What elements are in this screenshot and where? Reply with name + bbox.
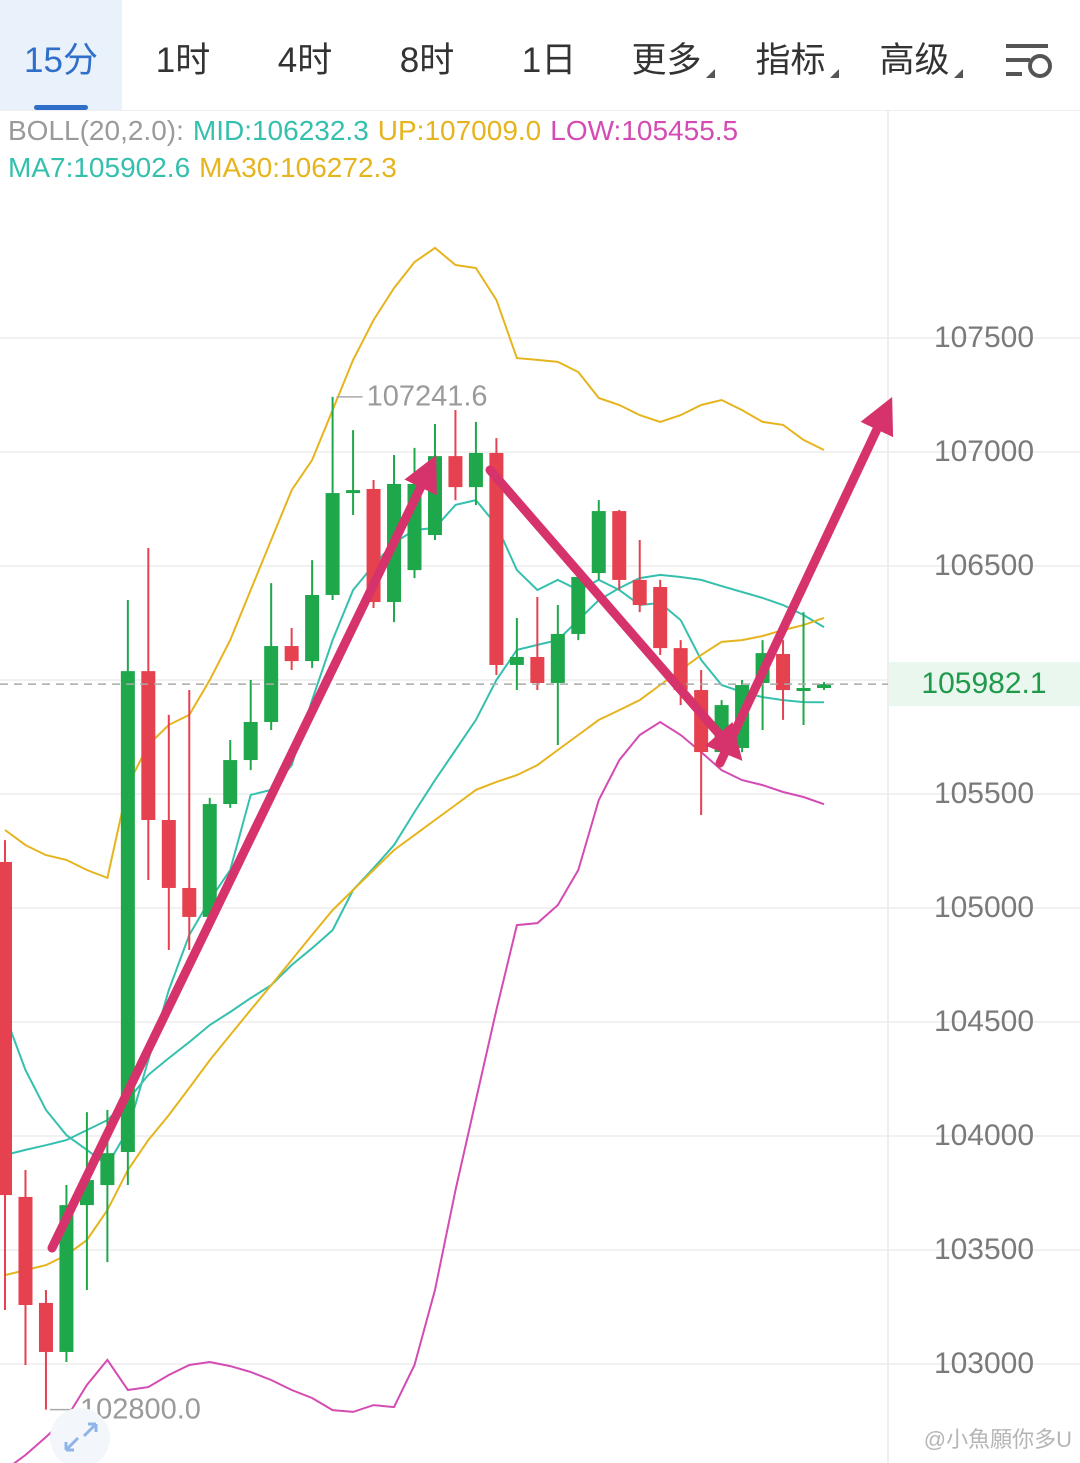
y-tick-label: 103000 [934,1347,1034,1380]
legend-name: MA7: [8,152,73,183]
candle-body [489,452,504,665]
y-tick-label: 104500 [934,1005,1034,1038]
candle-body [325,493,340,595]
candle-body [0,861,12,1196]
candle-body [120,671,135,1152]
y-tick-label: 105500 [934,777,1034,810]
arrow [47,455,437,1253]
candle-body [18,1196,33,1305]
candle-body [817,684,831,689]
legend-value: 106272.3 [280,152,397,183]
y-tick-label: 105000 [934,891,1034,924]
tab[interactable]: 更多 [612,0,734,110]
tab-label: 指标 [755,41,826,80]
candle-body [223,760,238,805]
tab-label: 1日 [521,41,577,80]
timeframe-tabs: 15分 1时 4时 8时 1日 更多 指标 高级 [0,0,1080,111]
tab-label: 4时 [277,41,333,80]
trend-arrows [47,396,894,1253]
settings-icon[interactable] [1006,44,1052,78]
candle-body [243,721,258,761]
y-tick-label: 103500 [934,1233,1034,1266]
legend-value: 107009.0 [424,115,541,146]
tab[interactable]: 8时 [366,0,488,110]
last-price-box [889,662,1080,707]
tab[interactable]: 1时 [122,0,244,110]
legend: BOLL(20,2.0): MID:106232.3 UP:107009.0 LOW:… [8,115,738,183]
legend-name: LOW: [550,115,621,146]
candle-body [776,654,791,691]
arrow [485,465,743,761]
legend-value: 105902.6 [73,152,190,183]
candle-body [796,688,811,692]
dropdown-caret [705,69,715,78]
active-underline [34,105,88,110]
dropdown-caret [829,69,839,78]
y-tick-label: 104000 [934,1119,1034,1152]
candle-body [550,633,565,683]
tab-label: 1时 [155,41,211,80]
candle-body [59,1205,74,1352]
candle-body [632,579,647,606]
tab-label: 高级 [879,41,950,80]
candle-body [653,586,668,649]
tab[interactable]: 指标 [736,0,858,110]
grid [0,337,1080,1366]
expand-icon [50,1408,110,1463]
tab-label: 15分 [24,41,98,80]
candle-body [612,511,627,580]
candle-body [182,887,197,917]
candle-body [38,1302,53,1352]
candle-body [448,456,463,488]
legend-row: BOLL(20,2.0): MID:106232.3 UP:107009.0 LOW:… [8,115,738,146]
candle-body [591,511,606,574]
annotation-label: 107241.6 [367,381,488,413]
tab-label: 8时 [399,41,455,80]
candle-body [305,594,320,662]
y-tick-label: 107000 [934,435,1034,468]
legend-value: 106232.3 [252,115,369,146]
tab-label: 更多 [631,41,702,80]
candle-body [202,804,217,917]
legend-name: MID: [193,115,252,146]
candle-body [571,576,586,634]
last-price-label: 105982.1 [921,667,1046,700]
y-tick-label: 107500 [934,321,1034,354]
legend-name: UP: [378,115,425,146]
tab[interactable]: 高级 [860,0,982,110]
candle-body [161,820,176,888]
indicator-line [12,720,825,1463]
tab[interactable]: 15分 [0,0,122,110]
legend-row: MA7:105902.6 MA30:106272.3 [8,152,397,183]
candle-body [468,452,483,488]
arrow [715,396,894,768]
legend-value: 105455.5 [621,115,738,146]
candle-body [509,656,524,665]
legend-name: MA30: [199,152,280,183]
watermark: @小魚願你多U [924,1427,1072,1452]
dropdown-caret [953,69,963,78]
tab[interactable]: 4时 [244,0,366,110]
legend-title: BOLL(20,2.0): [8,115,184,146]
candle-body [346,490,361,494]
candle-body [530,656,545,683]
y-tick-label: 106500 [934,549,1034,582]
candle-body [284,646,299,662]
tab[interactable]: 1日 [488,0,610,110]
candle-body [100,1153,115,1186]
candle-body [141,671,156,821]
